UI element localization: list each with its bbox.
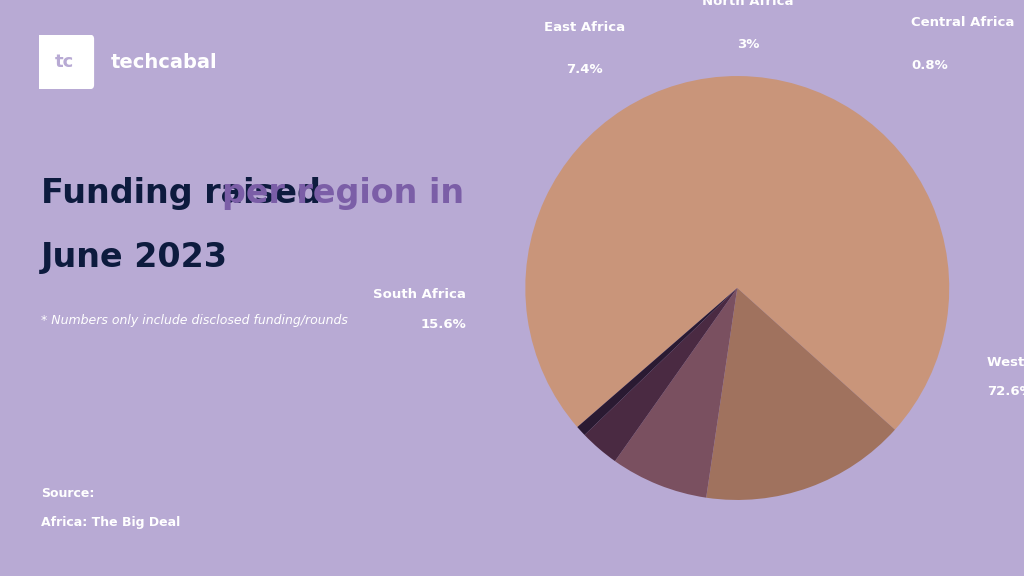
Text: 15.6%: 15.6% [420,317,466,331]
Wedge shape [615,288,737,498]
Text: tc: tc [55,53,75,71]
Text: 0.8%: 0.8% [911,59,948,72]
Text: techcabal: techcabal [111,53,217,71]
Text: 7.4%: 7.4% [566,63,603,76]
Wedge shape [525,76,949,430]
Text: * Numbers only include disclosed funding/rounds: * Numbers only include disclosed funding… [41,314,348,327]
Text: South Africa: South Africa [373,288,466,301]
Text: 3%: 3% [736,38,759,51]
Text: Source:: Source: [41,487,94,500]
Text: per region in: per region in [222,177,464,210]
Text: Africa: The Big Deal: Africa: The Big Deal [41,516,180,529]
Text: 72.6%: 72.6% [987,385,1024,399]
Text: North Africa: North Africa [702,0,794,8]
Wedge shape [707,288,895,500]
Wedge shape [585,288,737,461]
Wedge shape [578,288,737,435]
FancyBboxPatch shape [36,35,94,89]
Text: Funding raised: Funding raised [41,177,333,210]
Text: East Africa: East Africa [544,21,626,33]
Text: West Africa: West Africa [987,356,1024,369]
Text: Central Africa: Central Africa [911,16,1015,29]
Text: June 2023: June 2023 [41,241,228,274]
